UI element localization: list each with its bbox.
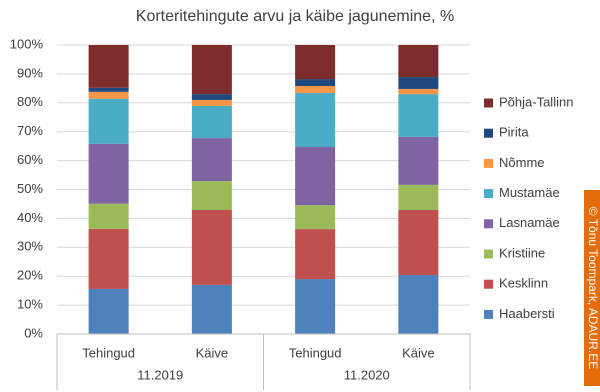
- bar-segment: [88, 228, 129, 289]
- bar-segment: [295, 205, 336, 230]
- bar-segment: [191, 45, 232, 95]
- bar-segment: [191, 94, 232, 100]
- credit: © Tõnu Toompark, ADAUR.EE: [586, 207, 600, 369]
- bar-segment: [295, 279, 336, 334]
- bar-segment: [398, 275, 439, 334]
- group-label: 11.2020: [344, 367, 390, 382]
- legend-swatch: [484, 279, 493, 289]
- y-tick-label: 80%: [17, 94, 43, 109]
- x-tick-label: Tehingud: [289, 345, 342, 360]
- bar-segment: [191, 99, 232, 106]
- bar-segment: [398, 77, 439, 89]
- x-tick-label: Käive: [402, 345, 435, 360]
- bar-segment: [295, 79, 336, 87]
- bar-segment: [398, 210, 439, 276]
- bar-segment: [398, 184, 439, 211]
- bar-segment: [88, 98, 129, 144]
- bar-segment: [398, 94, 439, 137]
- bar-segment: [88, 143, 129, 204]
- legend-swatch: [484, 189, 493, 199]
- legend-label: Pirita: [499, 125, 529, 140]
- legend-swatch: [484, 128, 493, 138]
- bar-segment: [295, 147, 336, 206]
- legend-swatch: [484, 98, 493, 108]
- bar-segment: [295, 229, 336, 280]
- x-tick-label: Tehingud: [82, 345, 135, 360]
- bar-segment: [88, 203, 129, 229]
- bar-segment: [191, 105, 232, 139]
- legend-label: Kristiine: [499, 245, 545, 260]
- credit-background: [584, 190, 600, 386]
- bar-segment: [398, 45, 439, 78]
- legend-swatch: [484, 219, 493, 229]
- legend-label: Põhja-Tallinn: [499, 94, 573, 109]
- y-tick-label: 50%: [17, 181, 43, 196]
- bar-segment: [88, 288, 129, 334]
- bar-segment: [295, 86, 336, 93]
- bar-segment: [398, 136, 439, 185]
- bar-segment: [191, 138, 232, 182]
- y-tick-label: 100%: [10, 36, 44, 51]
- y-tick-label: 70%: [17, 123, 43, 138]
- y-tick-label: 30%: [17, 239, 43, 254]
- bar-segment: [295, 92, 336, 148]
- bar-segment: [88, 87, 129, 92]
- legend-swatch: [484, 249, 493, 259]
- y-tick-label: 0%: [24, 325, 43, 340]
- legend-label: Lasnamäe: [499, 215, 560, 230]
- group-label: 11.2019: [137, 367, 183, 382]
- legend-swatch: [484, 309, 493, 319]
- legend-label: Kesklinn: [499, 276, 548, 291]
- legend-label: Mustamäe: [499, 185, 560, 200]
- legend-label: Haabersti: [499, 306, 555, 321]
- bar-segment: [191, 284, 232, 334]
- bar-segment: [295, 45, 336, 80]
- bar-segment: [191, 181, 232, 211]
- bar-segment: [88, 45, 129, 88]
- bar-segment: [191, 210, 232, 285]
- legend-swatch: [484, 158, 493, 168]
- legend-label: Nõmme: [499, 155, 545, 170]
- x-tick-label: Käive: [196, 345, 229, 360]
- y-tick-label: 10%: [17, 297, 43, 312]
- y-tick-label: 90%: [17, 65, 43, 80]
- chart-title: Korteritehingute arvu ja käibe jagunemin…: [136, 8, 454, 25]
- y-tick-label: 60%: [17, 152, 43, 167]
- y-tick-label: 40%: [17, 210, 43, 225]
- bar-segment: [88, 91, 129, 99]
- bar-segment: [398, 88, 439, 95]
- y-tick-label: 20%: [17, 268, 43, 283]
